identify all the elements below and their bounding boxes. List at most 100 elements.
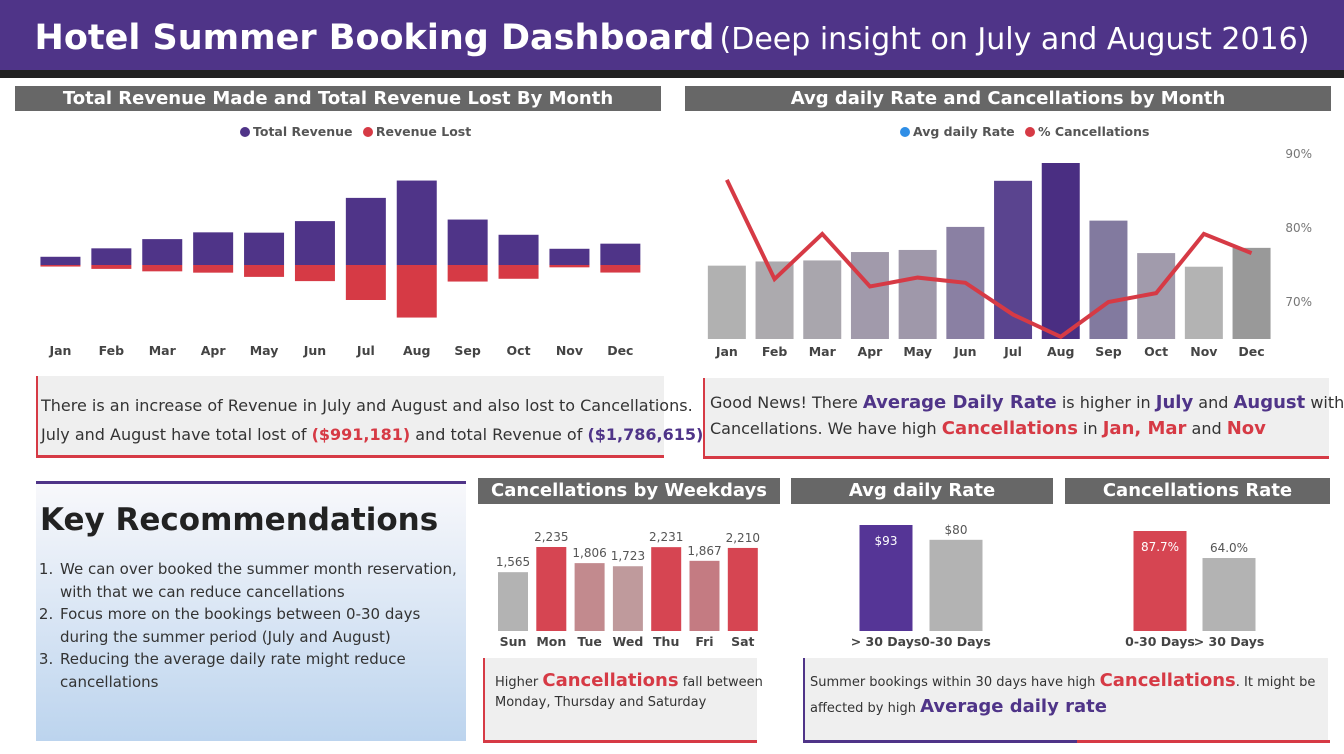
revenue-lost-bar <box>193 265 234 273</box>
hl-average-daily-rate: Average daily rate <box>920 696 1107 717</box>
x-tick-label: Jun <box>303 343 326 358</box>
adr-days-chart: $93 > 30 Days $80 0-30 Days <box>851 523 991 649</box>
revenue-lost-bar <box>549 265 590 268</box>
bar <box>612 566 643 631</box>
x-tick-label: Sep <box>1095 344 1121 359</box>
revenue-lost-bar <box>600 265 641 273</box>
weekdays-insight-line2: Monday, Thursday and Saturday <box>495 695 707 710</box>
revenue-bar <box>549 248 590 265</box>
revenue-bar <box>193 232 234 265</box>
legend-dot-blue <box>900 127 910 137</box>
dashboard-title-main: Hotel Summer Booking Dashboard <box>34 18 715 58</box>
text: and <box>1186 419 1227 438</box>
recommendations-list: We can over booked the summer month rese… <box>58 558 466 693</box>
revenue-lost-bar <box>91 265 132 269</box>
text: Higher <box>495 675 543 690</box>
text: and total Revenue of <box>410 425 588 444</box>
key-recommendations-panel: Key Recommendations We can over booked t… <box>36 481 466 741</box>
x-tick-label: Nov <box>1190 344 1217 359</box>
revenue-bar <box>294 221 335 265</box>
text: Cancellations. We have high <box>710 419 942 438</box>
adr-bar <box>1089 220 1128 339</box>
adr-bar <box>1232 247 1271 339</box>
x-tick-label: Aug <box>403 343 431 358</box>
banner-stripe <box>0 70 1344 78</box>
recommendation-item: We can over booked the summer month rese… <box>58 558 466 603</box>
revenue-chart: Jan Feb Mar Apr May Jun Jul Aug Sep Oct Nov Dec <box>40 180 641 358</box>
revenue-insight-box: There is an increase of Revenue in July … <box>36 376 703 458</box>
bar <box>727 547 758 631</box>
revenue-lost-bar <box>142 265 183 272</box>
adr-bar <box>803 260 842 339</box>
adr-insight-line1: Good News! There Average Daily Rate is h… <box>710 392 1344 413</box>
x-tick-label: Dec <box>607 343 633 358</box>
revenue-bar <box>498 234 539 265</box>
bar <box>689 560 720 631</box>
x-tick-label: Dec <box>1238 344 1264 359</box>
dashboard-title: Hotel Summer Booking Dashboard (Deep ins… <box>0 18 1344 58</box>
y-tick-label: 90% <box>1285 147 1312 161</box>
legend-label: Total Revenue <box>253 124 353 139</box>
x-tick-label: Mar <box>149 343 177 358</box>
text: Good News! There <box>710 393 863 412</box>
bar <box>1133 531 1187 631</box>
legend-dot-purple <box>240 127 250 137</box>
bar <box>651 547 682 631</box>
data-label: 2,231 <box>649 530 683 544</box>
x-tick-label: Aug <box>1047 344 1075 359</box>
data-label: 87.7% <box>1141 540 1179 554</box>
legend-label: Avg daily Rate <box>913 124 1015 139</box>
x-tick-label: > 30 Days <box>1194 634 1265 649</box>
summer-insight-underline-red <box>1077 740 1330 743</box>
x-tick-label: Sat <box>731 634 754 649</box>
bar <box>536 547 567 631</box>
revenue-lost-bar <box>447 265 488 282</box>
adr-bar <box>1184 266 1223 339</box>
x-tick-label: Oct <box>1144 344 1168 359</box>
hl-average-daily-rate: Average Daily Rate <box>862 392 1057 413</box>
weekdays-chart-header: Cancellations by Weekdays <box>478 478 780 504</box>
bar <box>574 563 605 631</box>
recommendation-item: Reducing the average daily rate might re… <box>58 648 466 693</box>
x-tick-label: Sun <box>500 634 527 649</box>
x-tick-label: 0-30 Days <box>1125 634 1195 649</box>
dashboard-subtitle: (Deep insight on July and August 2016) <box>719 22 1310 57</box>
data-label: 1,867 <box>687 544 721 558</box>
x-tick-label: May <box>903 344 932 359</box>
hl-august: August <box>1233 392 1306 413</box>
data-label: $80 <box>945 523 968 537</box>
weekdays-chart: 1,565 Sun 2,235 Mon 1,806 Tue 1,723 Wed 2,231 Thu… <box>496 530 760 649</box>
data-label: 1,723 <box>611 549 645 563</box>
revenue-lost-bar <box>498 265 539 279</box>
x-tick-label: Feb <box>99 343 125 358</box>
cancel-rate-chart-header: Cancellations Rate <box>1065 478 1330 504</box>
legend-dot-red <box>362 127 373 137</box>
hl-july: July <box>1155 392 1194 413</box>
revenue-lost-bar <box>244 265 285 277</box>
data-label: 1,806 <box>572 546 606 560</box>
legend-total-revenue: Total Revenue <box>240 124 353 139</box>
x-tick-label: Wed <box>613 634 644 649</box>
text: affected by high <box>810 701 921 716</box>
x-tick-label: Jul <box>356 343 375 358</box>
x-tick-label: Thu <box>653 634 679 649</box>
legend-cancellations: % Cancellations <box>1025 124 1149 139</box>
cancellations-line <box>725 179 1253 340</box>
data-label: $93 <box>875 534 898 548</box>
x-tick-label: > 30 Days <box>851 634 922 649</box>
weekdays-insight-line1: Higher Cancellations fall between <box>495 670 763 691</box>
adr-bar <box>850 252 889 339</box>
bar <box>1202 558 1256 631</box>
revenue-chart-header: Total Revenue Made and Total Revenue Los… <box>15 86 661 111</box>
text: July and August have total lost of <box>41 425 312 444</box>
x-tick-label: Apr <box>201 343 227 358</box>
x-tick-label: Sep <box>454 343 480 358</box>
text: . It might be <box>1235 675 1316 690</box>
summer-insight-box: Summer bookings within 30 days have high… <box>803 658 1330 743</box>
summer-insight-line2: affected by high Average daily rate <box>810 696 1107 717</box>
y-tick-label: 80% <box>1285 221 1312 235</box>
x-tick-label: Jan <box>715 344 738 359</box>
bar <box>859 525 913 631</box>
x-tick-label: Jan <box>48 343 71 358</box>
recommendation-item: Focus more on the bookings between 0-30 … <box>58 603 466 648</box>
